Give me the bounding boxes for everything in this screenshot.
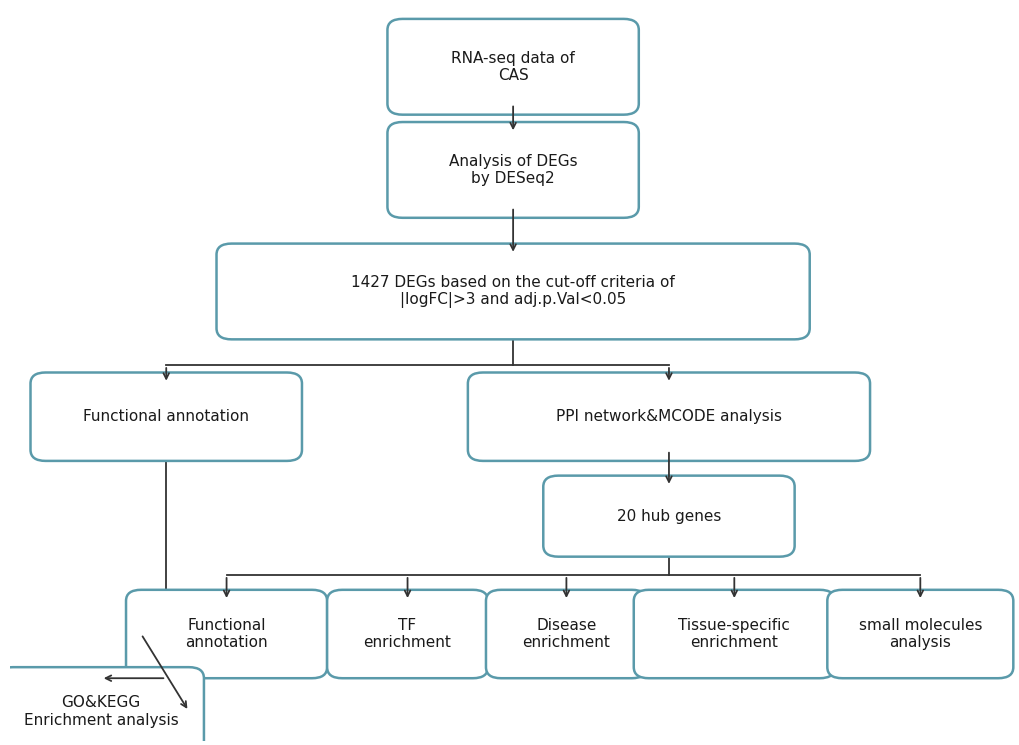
Text: Tissue-specific
enrichment: Tissue-specific enrichment <box>678 618 790 650</box>
FancyBboxPatch shape <box>387 19 638 115</box>
FancyBboxPatch shape <box>216 244 809 340</box>
Text: Disease
enrichment: Disease enrichment <box>522 618 609 650</box>
FancyBboxPatch shape <box>633 590 834 678</box>
FancyBboxPatch shape <box>126 590 327 678</box>
Text: Functional annotation: Functional annotation <box>84 409 249 424</box>
FancyBboxPatch shape <box>485 590 646 678</box>
Text: GO&KEGG
Enrichment analysis: GO&KEGG Enrichment analysis <box>23 695 178 728</box>
Text: TF
enrichment: TF enrichment <box>363 618 451 650</box>
Text: Analysis of DEGs
by DESeq2: Analysis of DEGs by DESeq2 <box>448 153 577 186</box>
Text: 20 hub genes: 20 hub genes <box>616 509 720 524</box>
Text: Functional
annotation: Functional annotation <box>185 618 268 650</box>
FancyBboxPatch shape <box>387 122 638 218</box>
FancyBboxPatch shape <box>543 475 794 557</box>
FancyBboxPatch shape <box>327 590 487 678</box>
FancyBboxPatch shape <box>826 590 1012 678</box>
Text: 1427 DEGs based on the cut-off criteria of
|logFC|>3 and adj.p.Val<0.05: 1427 DEGs based on the cut-off criteria … <box>351 275 675 308</box>
Text: RNA-seq data of
CAS: RNA-seq data of CAS <box>450 51 575 83</box>
Text: PPI network&MCODE analysis: PPI network&MCODE analysis <box>555 409 782 424</box>
FancyBboxPatch shape <box>468 372 869 461</box>
FancyBboxPatch shape <box>0 668 204 745</box>
FancyBboxPatch shape <box>31 372 302 461</box>
Text: small molecules
analysis: small molecules analysis <box>858 618 981 650</box>
